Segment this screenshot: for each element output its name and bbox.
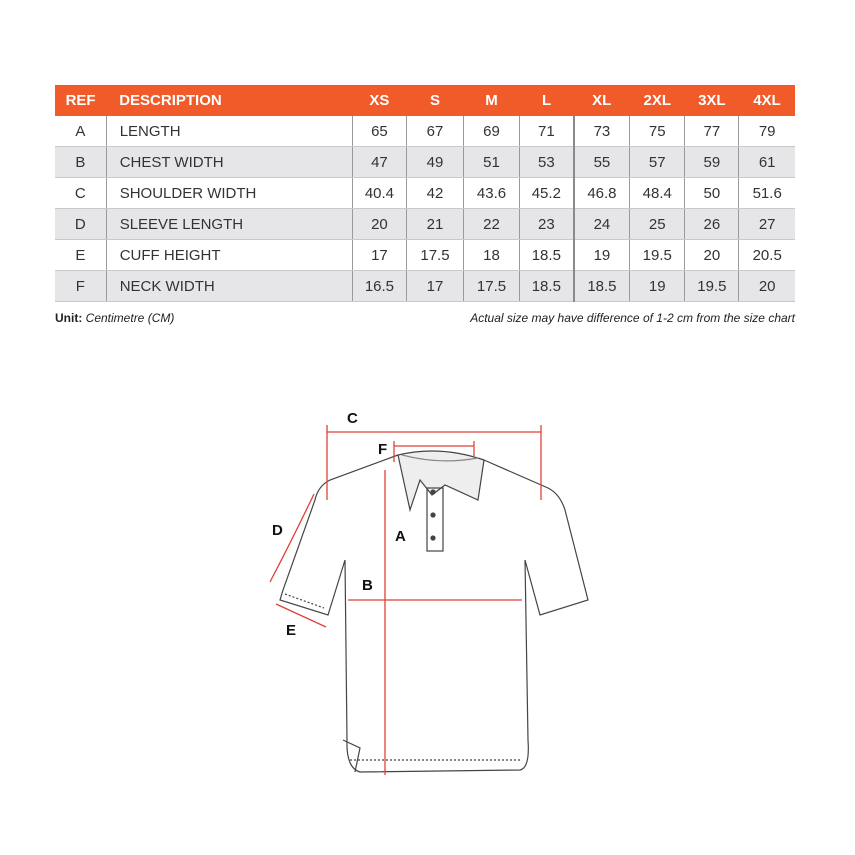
value-cell: 55 [572, 146, 630, 178]
description-cell: SHOULDER WIDTH [105, 177, 353, 209]
value-cell: 45.2 [519, 177, 574, 209]
value-cell: 19 [629, 270, 685, 302]
value-cell: 49 [405, 146, 464, 178]
ref-cell: A [55, 116, 107, 147]
table-row: F NECK WIDTH 16.5 17 17.5 18.5 18.5 19 19.5 20 [55, 270, 795, 302]
column-header-description: DESCRIPTION [106, 85, 353, 116]
description-cell: SLEEVE LENGTH [105, 208, 353, 240]
value-cell: 43.6 [462, 177, 520, 209]
column-header-m: M [463, 85, 520, 116]
value-cell: 42 [405, 177, 464, 209]
value-cell: 24 [572, 208, 630, 240]
column-header-l: L [519, 85, 574, 116]
description-cell: NECK WIDTH [105, 270, 353, 302]
table-row: D SLEEVE LENGTH 20 21 22 23 24 25 26 27 [55, 208, 795, 240]
value-cell: 23 [519, 208, 574, 240]
value-cell: 53 [519, 146, 574, 178]
value-cell: 65 [351, 116, 407, 147]
value-cell: 18 [462, 239, 520, 271]
value-cell: 20 [738, 270, 795, 302]
label-b: B [362, 577, 373, 594]
value-cell: 20 [351, 208, 407, 240]
ref-cell: B [55, 146, 107, 178]
table-header-row: REF DESCRIPTION XS S M L XL 2XL 3XL 4XL [55, 85, 795, 116]
value-cell: 20.5 [738, 239, 795, 271]
table-row: A LENGTH 65 67 69 71 73 75 77 79 [55, 116, 795, 147]
value-cell: 59 [684, 146, 739, 178]
description-cell: CUFF HEIGHT [105, 239, 353, 271]
value-cell: 22 [462, 208, 520, 240]
value-cell: 75 [629, 116, 685, 147]
size-difference-note: Actual size may have difference of 1-2 c… [470, 311, 795, 325]
column-header-xl: XL [573, 85, 630, 116]
value-cell: 17.5 [405, 239, 464, 271]
value-cell: 17 [351, 239, 407, 271]
column-header-ref: REF [55, 85, 107, 116]
value-cell: 18.5 [519, 270, 574, 302]
table-row: E CUFF HEIGHT 17 17.5 18 18.5 19 19.5 20 20.5 [55, 239, 795, 271]
label-c: C [347, 410, 358, 427]
value-cell: 19 [572, 239, 630, 271]
value-cell: 51 [462, 146, 520, 178]
value-cell: 71 [519, 116, 574, 147]
ref-cell: E [55, 239, 107, 271]
description-cell: LENGTH [105, 116, 353, 147]
value-cell: 46.8 [572, 177, 630, 209]
value-cell: 19.5 [684, 270, 739, 302]
table-row: C SHOULDER WIDTH 40.4 42 43.6 45.2 46.8 48.4 50 5… [55, 177, 795, 209]
value-cell: 48.4 [629, 177, 685, 209]
value-cell: 67 [405, 116, 464, 147]
value-cell: 27 [738, 208, 795, 240]
value-cell: 16.5 [351, 270, 407, 302]
value-cell: 61 [738, 146, 795, 178]
ref-cell: F [55, 270, 107, 302]
value-cell: 19.5 [629, 239, 685, 271]
value-cell: 25 [629, 208, 685, 240]
value-cell: 69 [462, 116, 520, 147]
column-header-2xl: 2XL [629, 85, 685, 116]
value-cell: 47 [351, 146, 407, 178]
value-cell: 18.5 [572, 270, 630, 302]
value-cell: 40.4 [351, 177, 407, 209]
ref-cell: C [55, 177, 107, 209]
label-d: D [272, 522, 283, 539]
value-cell: 17 [405, 270, 464, 302]
value-cell: 57 [629, 146, 685, 178]
value-cell: 73 [572, 116, 630, 147]
value-cell: 21 [405, 208, 464, 240]
value-cell: 17.5 [462, 270, 520, 302]
value-cell: 79 [738, 116, 795, 147]
column-header-4xl: 4XL [738, 85, 795, 116]
value-cell: 26 [684, 208, 739, 240]
value-cell: 50 [684, 177, 739, 209]
value-cell: 77 [684, 116, 739, 147]
description-cell: CHEST WIDTH [105, 146, 353, 178]
value-cell: 20 [684, 239, 739, 271]
table-row: B CHEST WIDTH 47 49 51 53 55 57 59 61 [55, 146, 795, 178]
label-e: E [286, 622, 296, 639]
column-header-s: S [406, 85, 464, 116]
shirt-outline [279, 450, 589, 773]
measurement-lines [269, 425, 542, 775]
label-f: F [378, 441, 387, 458]
label-a: A [395, 528, 406, 545]
ref-cell: D [55, 208, 107, 240]
unit-note: Unit: Centimetre (CM) [55, 311, 175, 325]
column-header-xs: XS [352, 85, 407, 116]
size-chart-table: REF DESCRIPTION XS S M L XL 2XL 3XL 4XL A LENGTH 65… [55, 85, 795, 302]
value-cell: 18.5 [519, 239, 574, 271]
value-cell: 51.6 [738, 177, 795, 209]
column-header-3xl: 3XL [684, 85, 739, 116]
